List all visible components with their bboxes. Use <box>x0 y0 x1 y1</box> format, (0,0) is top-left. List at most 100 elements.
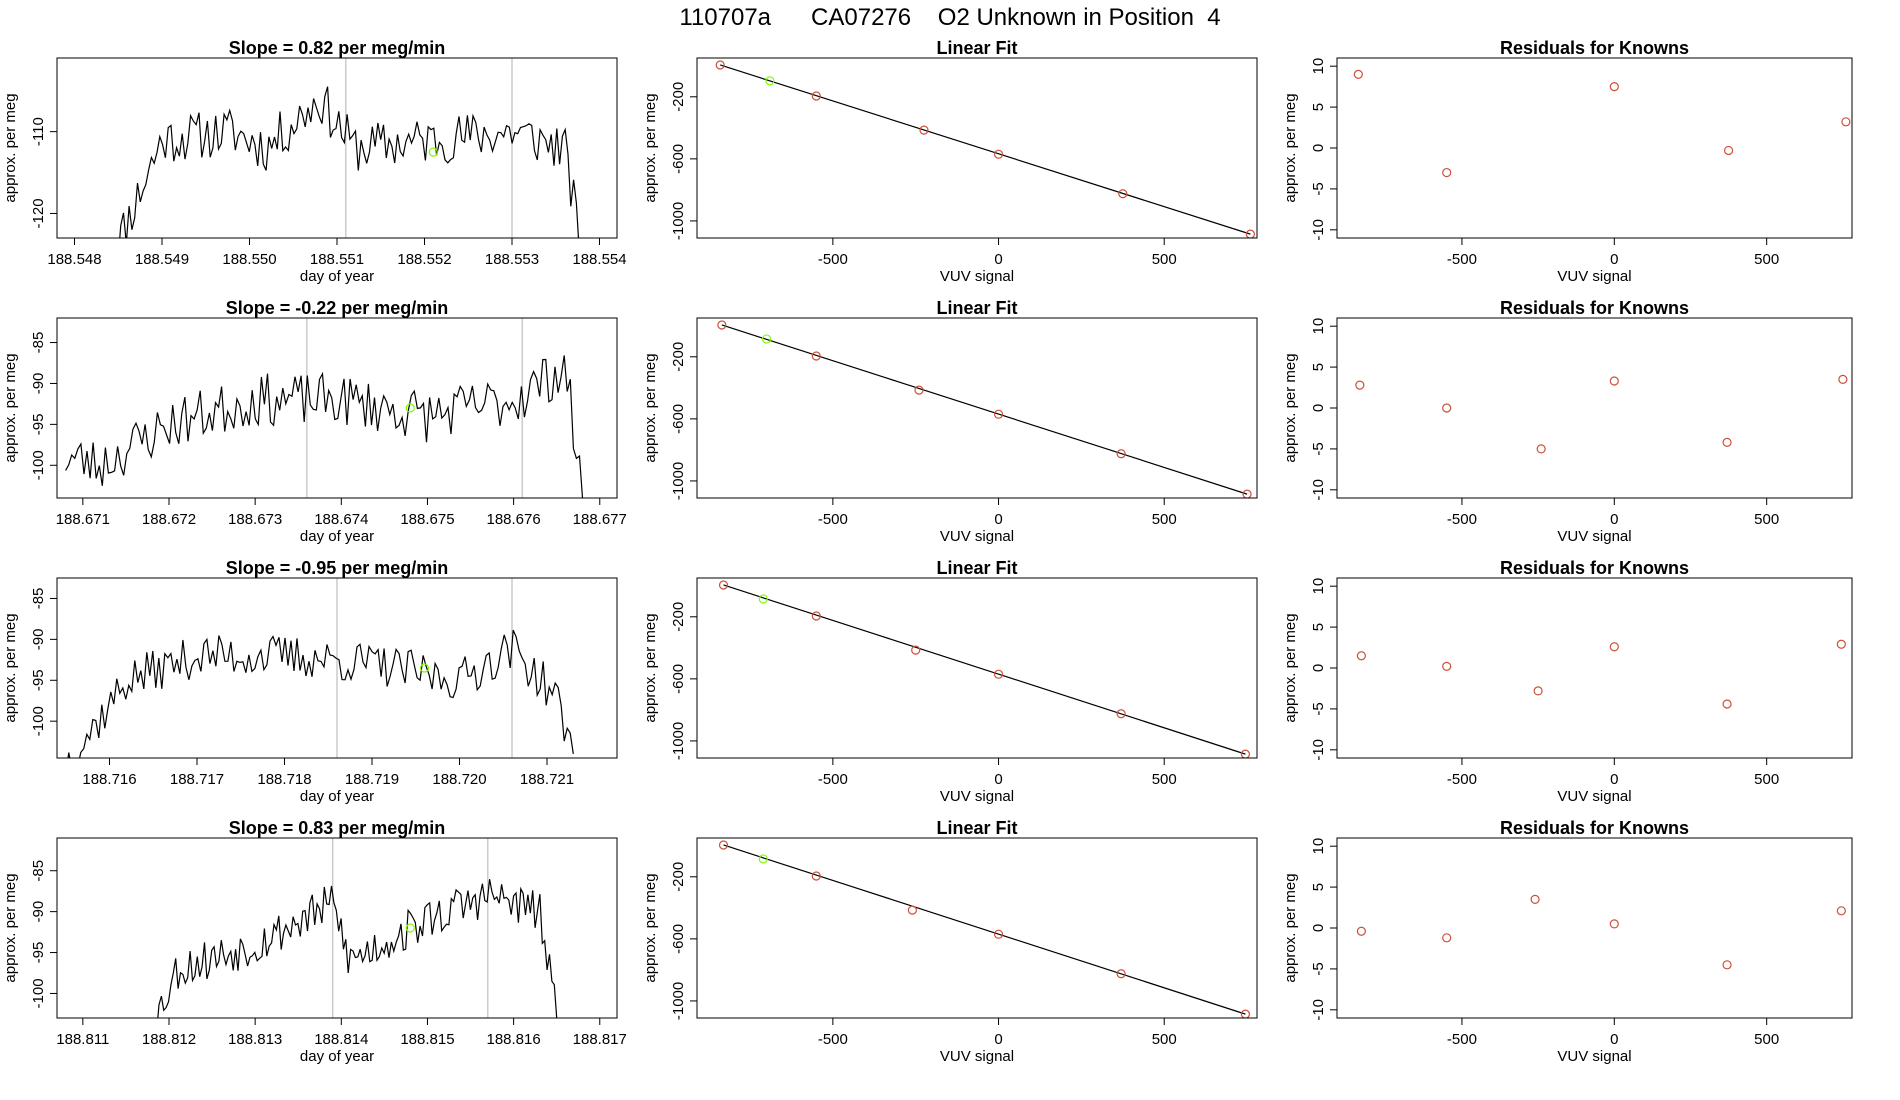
x-tick-label: 188.675 <box>400 511 454 528</box>
x-axis-label: VUV signal <box>1557 1048 1631 1065</box>
x-tick-label: 188.677 <box>573 511 627 528</box>
x-tick-label: -500 <box>1447 771 1477 788</box>
x-tick-label: 188.554 <box>572 251 626 268</box>
fit-line <box>723 844 1246 1015</box>
data-point <box>715 60 725 70</box>
y-tick-label: 0 <box>1310 924 1327 932</box>
data-point <box>811 611 821 621</box>
data-point <box>1356 926 1366 936</box>
chart-title: Linear Fit <box>936 818 1017 838</box>
y-tick-label: -5 <box>1310 702 1327 715</box>
plot-frame <box>56 837 618 1019</box>
y-tick-label: -200 <box>670 602 687 632</box>
x-tick-label: -500 <box>1447 251 1477 268</box>
data-point <box>1442 933 1452 943</box>
x-tick-label: 188.719 <box>345 771 399 788</box>
chart-res2: Residuals for Knowns -500 0 500 VUV signal -1… <box>1282 298 1853 545</box>
chart-title: Residuals for Knowns <box>1500 298 1689 318</box>
data-point <box>811 91 821 101</box>
data-point <box>811 871 821 881</box>
x-axis-label: VUV signal <box>940 1048 1014 1065</box>
data-point <box>1838 374 1848 384</box>
x-tick-label: -500 <box>1447 511 1477 528</box>
x-tick-label: -500 <box>818 251 848 268</box>
data-point <box>1442 403 1452 413</box>
data-point <box>1116 969 1126 979</box>
plot-frame <box>696 57 1258 239</box>
y-tick-label: -110 <box>30 117 47 146</box>
y-axis-label: approx. per meg <box>2 873 19 982</box>
chart-title: Residuals for Knowns <box>1500 558 1689 578</box>
x-axis-label: day of year <box>300 1048 374 1065</box>
data-point <box>1530 894 1540 904</box>
y-tick-label: -90 <box>30 373 47 395</box>
x-tick-label: 0 <box>1610 1031 1618 1048</box>
x-tick-label: 0 <box>1610 251 1618 268</box>
y-tick-label: 5 <box>1310 103 1327 111</box>
chart-fit1: Linear Fit -500 0 500 VUV signal -200 -600 -100… <box>642 38 1258 285</box>
y-tick-label: -1000 <box>670 202 687 240</box>
x-tick-label: 188.549 <box>135 251 189 268</box>
plot-frame <box>1336 57 1853 239</box>
x-axis-label: day of year <box>300 268 374 285</box>
x-tick-label: 500 <box>1152 771 1177 788</box>
x-tick-label: 0 <box>994 251 1002 268</box>
x-tick-label: 188.671 <box>56 511 110 528</box>
plot-frame <box>56 577 618 759</box>
data-point <box>1722 699 1732 709</box>
series-line <box>67 629 574 758</box>
data-point <box>718 840 729 850</box>
y-tick-label: -95 <box>30 414 47 436</box>
unknown-sample-point <box>405 923 415 933</box>
y-tick-label: -200 <box>670 342 687 372</box>
plot-frame <box>1336 317 1853 499</box>
data-point <box>1118 189 1128 199</box>
chart-title: Slope = -0.95 per meg/min <box>226 558 449 578</box>
chart-title: Residuals for Knowns <box>1500 818 1689 838</box>
data-point <box>1442 167 1452 178</box>
y-tick-label: 10 <box>1310 318 1327 335</box>
fit-line <box>720 64 1251 235</box>
x-tick-label: -500 <box>1447 1031 1477 1048</box>
unknown-sample-point <box>758 594 768 604</box>
data-point <box>993 929 1004 939</box>
x-axis-label: VUV signal <box>1557 788 1631 805</box>
y-axis-label: approx. per meg <box>2 613 19 722</box>
x-tick-label: 188.551 <box>310 251 364 268</box>
series-line <box>119 86 580 238</box>
y-tick-label: -85 <box>30 332 47 354</box>
plot-area <box>718 580 1251 758</box>
x-tick-label: 188.814 <box>314 1031 368 1048</box>
x-tick-label: 188.674 <box>314 511 368 528</box>
data-point <box>911 645 921 655</box>
x-tick-label: 0 <box>1610 511 1618 528</box>
chart-title: Residuals for Knowns <box>1500 38 1689 58</box>
plot-frame <box>1336 577 1853 759</box>
plot-area <box>717 320 1252 498</box>
plot-area <box>715 60 1255 238</box>
y-tick-label: -200 <box>670 82 687 112</box>
y-tick-label: -5 <box>1310 962 1327 975</box>
data-point <box>717 320 727 330</box>
x-tick-label: 188.548 <box>47 251 101 268</box>
x-tick-label: 188.811 <box>56 1031 109 1048</box>
x-tick-label: 500 <box>1754 251 1779 268</box>
y-tick-label: -100 <box>30 978 47 1008</box>
plot-area <box>1355 374 1848 454</box>
data-point <box>1240 1009 1251 1018</box>
x-axis-label: day of year <box>300 788 374 805</box>
y-tick-label: -600 <box>670 404 687 434</box>
y-tick-label: -600 <box>670 924 687 954</box>
fit-line <box>721 324 1248 495</box>
y-axis-label: approx. per meg <box>642 353 659 462</box>
data-point <box>1841 117 1851 127</box>
plot-frame <box>56 317 618 499</box>
page-title: 110707a CA07276 O2 Unknown in Position 4 <box>679 4 1221 31</box>
data-point <box>1245 229 1255 238</box>
plot-area <box>1356 894 1846 970</box>
series-line <box>157 879 558 1018</box>
y-tick-label: -5 <box>1310 442 1327 455</box>
chart-title: Slope = 0.82 per meg/min <box>229 38 446 58</box>
x-tick-label: 500 <box>1754 1031 1779 1048</box>
